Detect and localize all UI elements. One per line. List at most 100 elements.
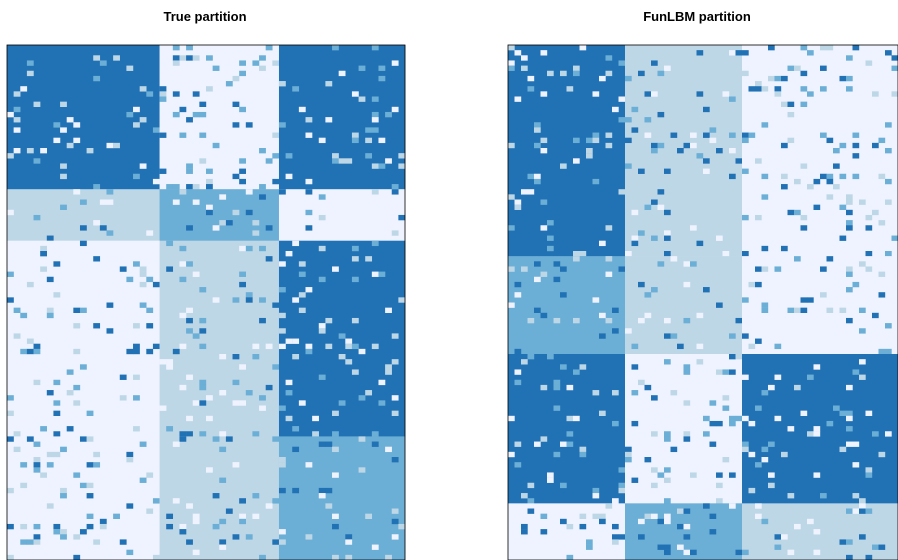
- cell-noise: [378, 400, 386, 406]
- cell-noise: [7, 271, 14, 277]
- cell-noise: [159, 132, 167, 138]
- cell-noise: [259, 245, 266, 252]
- cell-noise: [252, 220, 260, 226]
- cell-noise: [26, 436, 34, 442]
- cell-noise: [332, 410, 339, 416]
- cell-noise: [93, 451, 101, 458]
- cell-noise: [166, 359, 174, 365]
- cell-noise: [73, 554, 81, 560]
- cell-noise: [351, 137, 359, 144]
- cell-noise: [265, 256, 273, 262]
- cell-noise: [93, 256, 101, 262]
- cell-noise: [239, 281, 246, 288]
- cell-noise: [186, 45, 193, 51]
- cell-noise: [7, 410, 14, 416]
- cell-noise: [232, 354, 240, 360]
- cell-noise: [239, 271, 246, 277]
- cell-noise: [186, 431, 193, 437]
- cell-noise: [199, 158, 207, 164]
- cell-noise: [245, 292, 253, 298]
- cell-noise: [179, 132, 187, 138]
- cell-noise: [73, 189, 81, 195]
- cell-noise: [265, 503, 273, 509]
- cell-noise: [7, 554, 14, 560]
- cell-noise: [46, 503, 54, 509]
- cell-noise: [252, 493, 260, 499]
- cell-noise: [305, 132, 313, 138]
- cell-noise: [26, 70, 34, 77]
- cell-noise: [278, 312, 286, 319]
- cell-noise: [186, 307, 193, 313]
- cell-noise: [265, 225, 273, 231]
- cell-noise: [325, 343, 333, 350]
- cell-noise: [351, 245, 359, 252]
- cell-noise: [219, 390, 227, 396]
- cell-noise: [139, 271, 147, 277]
- cell-noise: [66, 142, 74, 149]
- cell-noise: [272, 302, 280, 308]
- cell-noise: [40, 245, 47, 252]
- block-fill: [7, 189, 160, 241]
- cell-noise: [106, 189, 114, 195]
- cell-noise: [152, 178, 160, 185]
- cell-noise: [113, 142, 120, 149]
- cell-noise: [245, 209, 253, 216]
- cell-noise: [172, 45, 180, 51]
- cell-noise: [192, 55, 200, 61]
- cell-noise: [13, 446, 21, 453]
- cell-noise: [305, 348, 313, 355]
- cell-noise: [26, 148, 34, 154]
- cell-noise: [60, 493, 67, 499]
- cell-noise: [371, 240, 379, 247]
- cell-noise: [33, 158, 41, 164]
- cell-noise: [113, 513, 120, 519]
- cell-noise: [265, 158, 273, 164]
- cell-noise: [7, 297, 14, 303]
- cell-noise: [60, 163, 67, 169]
- block-r2-c3: [278, 189, 406, 241]
- cell-noise: [172, 441, 180, 447]
- cell-noise: [398, 163, 406, 169]
- cell-noise: [391, 534, 399, 540]
- block-r2-c1: [7, 189, 160, 241]
- cell-noise: [139, 441, 147, 447]
- cell-noise: [332, 554, 339, 560]
- cell-noise: [219, 544, 227, 550]
- cell-noise: [305, 117, 313, 123]
- cell-noise: [325, 487, 333, 494]
- cell-noise: [272, 132, 280, 138]
- cell-noise: [192, 518, 200, 525]
- cell-noise: [146, 508, 154, 514]
- block-r3-c2: [159, 240, 280, 437]
- cell-noise: [73, 307, 81, 313]
- cell-noise: [159, 168, 167, 174]
- cell-noise: [179, 529, 187, 535]
- cell-noise: [133, 106, 140, 113]
- cell-noise: [199, 400, 207, 406]
- cell-noise: [146, 91, 154, 97]
- cell-noise: [305, 225, 313, 231]
- cell-noise: [252, 513, 260, 519]
- cell-noise: [245, 245, 253, 252]
- cell-noise: [73, 348, 81, 355]
- cell-noise: [305, 343, 313, 350]
- cell-noise: [332, 45, 339, 51]
- cell-noise: [285, 379, 293, 386]
- cell-noise: [285, 415, 293, 422]
- cell-noise: [212, 493, 220, 499]
- cell-noise: [371, 544, 379, 550]
- cell-noise: [371, 111, 379, 118]
- cell-noise: [398, 297, 406, 303]
- cell-noise: [13, 117, 21, 123]
- cell-noise: [332, 153, 339, 159]
- cell-noise: [146, 230, 154, 236]
- cell-noise: [345, 338, 353, 344]
- cell-noise: [179, 189, 187, 195]
- cell-noise: [192, 513, 200, 519]
- cell-noise: [40, 148, 47, 154]
- cell-noise: [99, 199, 107, 205]
- cell-noise: [93, 462, 101, 468]
- cell-noise: [285, 173, 293, 180]
- cell-noise: [73, 323, 81, 329]
- cell-noise: [73, 534, 81, 540]
